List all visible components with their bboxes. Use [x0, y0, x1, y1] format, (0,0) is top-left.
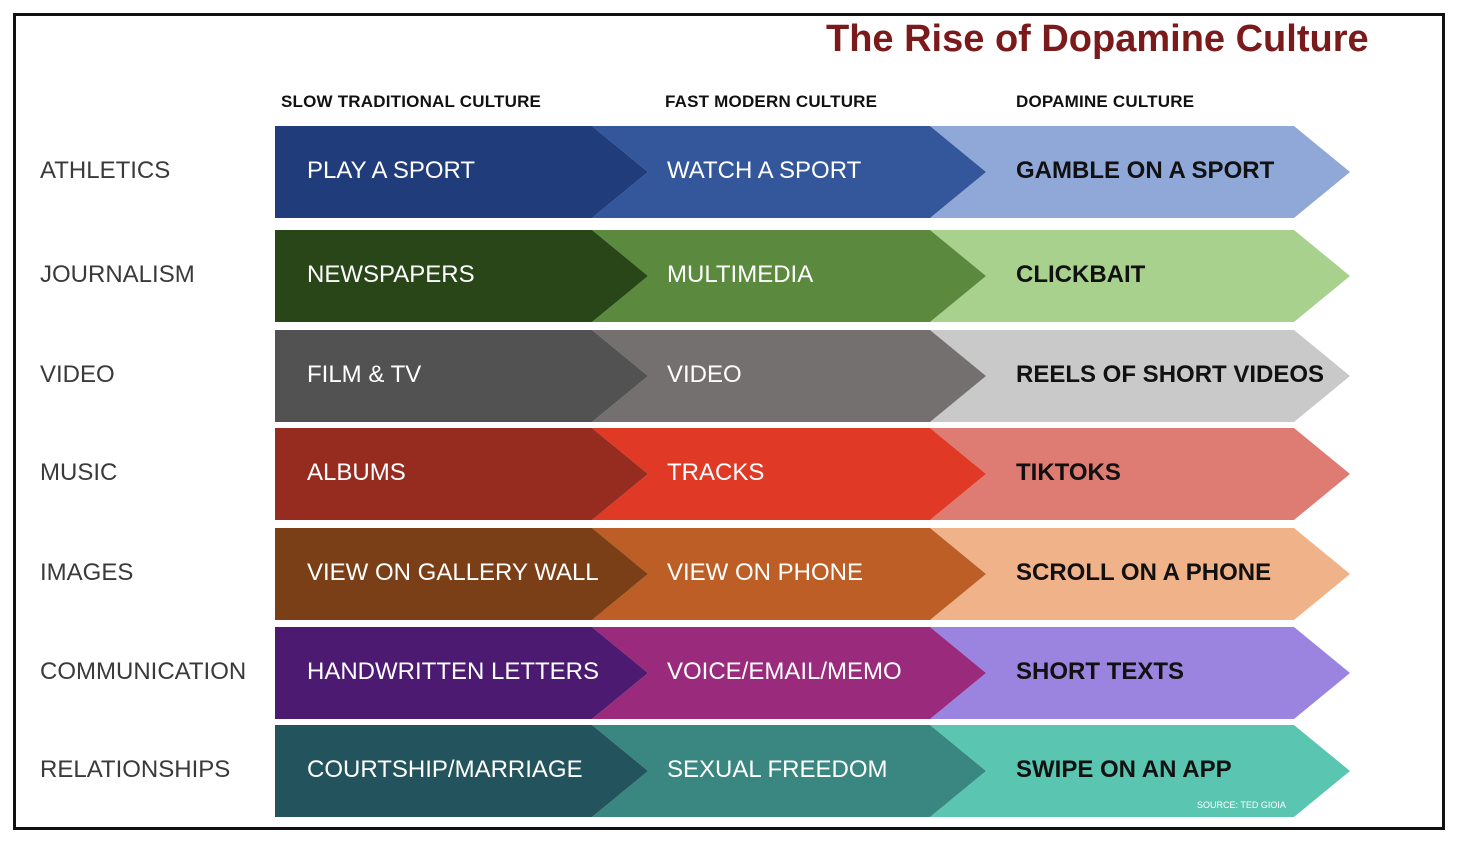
- arrow-athletics-dopamine: [930, 126, 1350, 218]
- cell-relationships-dopamine: SWIPE ON AN APP: [1016, 756, 1232, 783]
- cell-music-slow: ALBUMS: [307, 459, 406, 486]
- cell-video-fast: VIDEO: [667, 361, 742, 388]
- cell-journalism-slow: NEWSPAPERS: [307, 261, 475, 288]
- arrow-communication-fast: [592, 627, 986, 719]
- cell-communication-dopamine: SHORT TEXTS: [1016, 658, 1185, 685]
- arrow-communication-dopamine: [930, 627, 1350, 719]
- cell-video-dopamine: REELS OF SHORT VIDEOS: [1016, 361, 1325, 388]
- arrow-relationships-fast: [592, 725, 986, 817]
- cell-relationships-slow: COURTSHIP/MARRIAGE: [307, 756, 583, 783]
- column-header-dopamine: DOPAMINE CULTURE: [1016, 92, 1195, 111]
- column-header-slow-traditional: SLOW TRADITIONAL CULTURE: [281, 92, 542, 111]
- cell-journalism-fast: MULTIMEDIA: [667, 261, 814, 288]
- row-label-images: IMAGES: [40, 559, 134, 586]
- row-label-video: VIDEO: [40, 361, 115, 388]
- arrow-journalism-dopamine: [930, 230, 1350, 322]
- diagram-title: The Rise of Dopamine Culture: [826, 18, 1369, 60]
- cell-athletics-dopamine: GAMBLE ON A SPORT: [1016, 157, 1275, 184]
- cell-images-slow: VIEW ON GALLERY WALL: [307, 559, 599, 586]
- arrow-athletics-slow: [275, 126, 648, 218]
- cell-journalism-dopamine: CLICKBAIT: [1016, 261, 1146, 288]
- cell-images-dopamine: SCROLL ON A PHONE: [1016, 559, 1272, 586]
- cell-relationships-fast: SEXUAL FREEDOM: [667, 756, 888, 783]
- cell-communication-slow: HANDWRITTEN LETTERS: [307, 658, 600, 685]
- arrow-video-dopamine: [930, 330, 1350, 422]
- cell-athletics-fast: WATCH A SPORT: [667, 157, 862, 184]
- arrow-images-fast: [592, 528, 986, 620]
- arrow-relationships-slow: [275, 725, 648, 817]
- source-credit: SOURCE: TED GIOIA: [1197, 800, 1286, 810]
- arrow-images-slow: [275, 528, 648, 620]
- cell-video-slow: FILM & TV: [307, 361, 422, 388]
- arrow-journalism-slow: [275, 230, 648, 322]
- arrow-music-fast: [592, 428, 986, 520]
- row-label-journalism: JOURNALISM: [40, 261, 195, 288]
- row-label-athletics: ATHLETICS: [40, 157, 171, 184]
- arrow-communication-slow: [275, 627, 648, 719]
- arrow-journalism-fast: [592, 230, 986, 322]
- arrow-video-slow: [275, 330, 648, 422]
- cell-communication-fast: VOICE/EMAIL/MEMO: [667, 658, 902, 685]
- arrow-relationships-dopamine: [930, 725, 1350, 817]
- arrow-music-dopamine: [930, 428, 1350, 520]
- column-header-fast-modern: FAST MODERN CULTURE: [665, 92, 878, 111]
- row-label-music: MUSIC: [40, 459, 118, 486]
- arrow-music-slow: [275, 428, 648, 520]
- arrow-athletics-fast: [592, 126, 986, 218]
- cell-music-fast: TRACKS: [667, 459, 765, 486]
- arrow-images-dopamine: [930, 528, 1350, 620]
- row-label-relationships: RELATIONSHIPS: [40, 756, 231, 783]
- diagram-frame: [13, 13, 1445, 830]
- arrow-video-fast: [592, 330, 986, 422]
- cell-images-fast: VIEW ON PHONE: [667, 559, 864, 586]
- row-label-communication: COMMUNICATION: [40, 658, 247, 685]
- cell-athletics-slow: PLAY A SPORT: [307, 157, 476, 184]
- cell-music-dopamine: TIKTOKS: [1016, 459, 1121, 486]
